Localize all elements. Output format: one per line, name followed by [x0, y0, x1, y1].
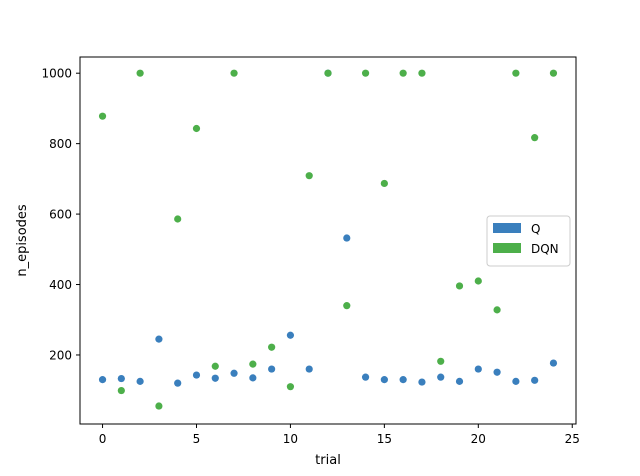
x-tick-label: 10 — [283, 432, 298, 446]
series-q-point — [211, 374, 219, 382]
x-tick-label: 5 — [193, 432, 201, 446]
series-q-point — [512, 377, 520, 385]
legend-swatch-dqn — [493, 243, 521, 253]
series-q-point — [361, 373, 370, 381]
series-q-point — [455, 377, 464, 385]
series-dqn-point — [399, 69, 407, 77]
series-dqn-point — [268, 343, 276, 351]
series-dqn-point — [174, 215, 182, 223]
x-tick-label: 15 — [377, 432, 392, 446]
y-tick-label: 400 — [49, 278, 72, 292]
series-dqn-point — [286, 383, 295, 391]
legend-swatch-q — [493, 223, 521, 233]
series-q-point — [380, 376, 388, 384]
series-q-point — [286, 331, 295, 339]
series-q-point — [343, 234, 351, 242]
series-q-point — [249, 374, 257, 382]
series-q-point — [230, 369, 238, 377]
series-dqn-point — [155, 402, 163, 410]
series-q-point — [117, 374, 125, 383]
series-dqn-point — [418, 69, 426, 77]
series-q-point — [437, 373, 445, 381]
series-dqn-point — [455, 282, 464, 290]
axes: 0 5 10 15 20 25 200 400 600 800 1000 trial n_episode… — [15, 56, 580, 468]
series-q-point — [474, 365, 482, 373]
series-dqn-point — [249, 360, 257, 368]
series-dqn-point — [305, 172, 313, 180]
series-q-point — [98, 376, 107, 384]
series-q-point — [305, 365, 313, 373]
y-tick-label: 1000 — [41, 67, 72, 81]
series-dqn-point — [343, 302, 351, 310]
series-dqn-point — [230, 69, 238, 77]
series-dqn-point — [98, 112, 107, 120]
series-dqn-point — [512, 69, 520, 77]
series-dqn-point — [549, 69, 558, 77]
series-q-point — [549, 359, 558, 367]
x-tick-label: 20 — [471, 432, 486, 446]
series-dqn-point — [437, 357, 445, 365]
series-dqn-point — [211, 362, 219, 370]
series-q-point — [493, 368, 501, 376]
data-points — [98, 69, 558, 410]
series-dqn-point — [380, 179, 388, 188]
y-tick-label: 200 — [49, 348, 72, 362]
legend-label-dqn: DQN — [531, 242, 559, 256]
x-tick-label: 0 — [99, 432, 107, 446]
series-dqn-point — [361, 69, 370, 77]
series-q-point — [399, 376, 407, 384]
series-dqn-point — [136, 69, 144, 77]
x-axis-label: trial — [315, 453, 341, 468]
x-tick-label: 25 — [565, 432, 580, 446]
legend: Q DQN — [486, 215, 571, 267]
series-q-point — [192, 371, 201, 379]
y-axis-label: n_episodes — [15, 204, 30, 277]
series-q-point — [155, 335, 163, 343]
series-q-point — [268, 365, 276, 373]
series-q-point — [136, 377, 144, 385]
series-dqn-point — [493, 306, 501, 314]
series-dqn-point — [192, 124, 201, 133]
y-tick-label: 600 — [49, 208, 72, 222]
series-q-point — [418, 378, 426, 386]
series-dqn-point — [324, 69, 332, 77]
series-dqn-point — [117, 386, 125, 395]
series-dqn-point — [531, 134, 539, 142]
y-tick-label: 800 — [49, 137, 72, 151]
legend-label-q: Q — [531, 222, 540, 236]
series-dqn-point — [474, 277, 482, 285]
series-q-point — [531, 376, 539, 384]
series-q-point — [174, 379, 182, 387]
plot-frame — [79, 56, 577, 425]
